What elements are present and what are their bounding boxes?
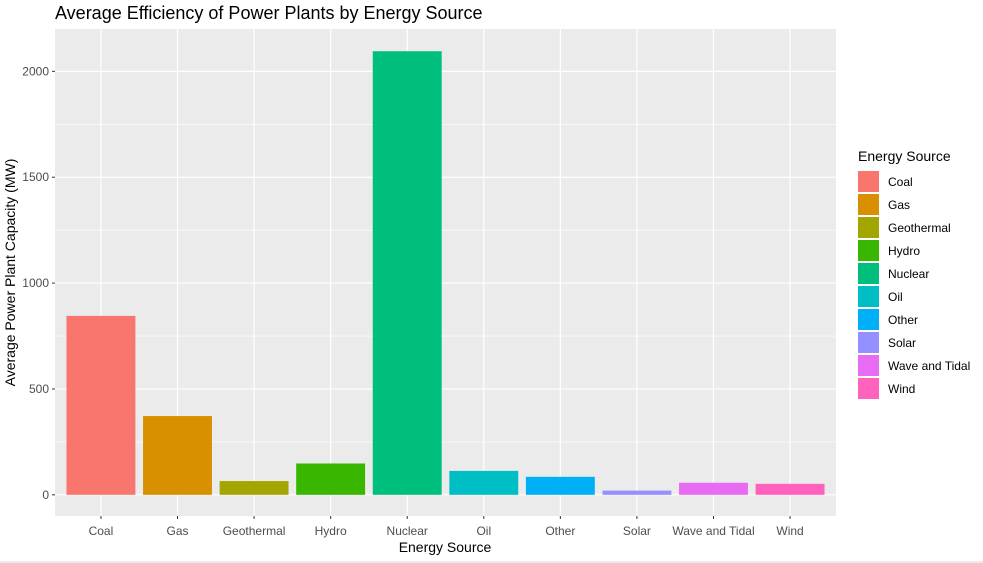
- x-tick-label: Nuclear: [387, 524, 428, 538]
- legend-label: Solar: [888, 336, 916, 350]
- bar-oil: [449, 470, 519, 495]
- x-tick-label: Wave and Tidal: [672, 524, 754, 538]
- x-tick-label: Other: [545, 524, 575, 538]
- legend-key: [858, 286, 879, 307]
- legend-label: Coal: [888, 175, 913, 189]
- x-axis-ticks: Coal Gas Geothermal Hydro Nuclear Oil Other Sol…: [89, 516, 804, 538]
- x-tick-label: Oil: [476, 524, 491, 538]
- legend: Energy Source Coal Gas Geothermal Hydro Nucl…: [858, 148, 970, 399]
- bar-gas: [143, 416, 212, 495]
- legend-title: Energy Source: [858, 148, 951, 164]
- legend-key: [858, 355, 879, 376]
- legend-key: [858, 217, 879, 238]
- y-tick-label: 2000: [22, 64, 49, 78]
- x-tick-label: Wind: [776, 524, 803, 538]
- legend-key: [858, 378, 879, 399]
- x-tick-label: Coal: [89, 524, 114, 538]
- y-tick-label: 500: [29, 382, 49, 396]
- legend-items: Coal Gas Geothermal Hydro Nuclear Oil Other Sol…: [858, 171, 970, 399]
- legend-key: [858, 194, 879, 215]
- legend-label: Gas: [888, 198, 910, 212]
- bar-coal: [66, 315, 136, 495]
- y-axis-title: Average Power Plant Capacity (MW): [2, 159, 18, 387]
- bar-other: [525, 476, 595, 495]
- x-tick-label: Geothermal: [223, 524, 286, 538]
- legend-key: [858, 263, 879, 284]
- legend-key: [858, 309, 879, 330]
- y-tick-label: 1000: [22, 276, 49, 290]
- legend-label: Other: [888, 313, 918, 327]
- bar-hydro: [296, 463, 366, 495]
- bars: [66, 51, 825, 495]
- bar-wind: [755, 483, 825, 495]
- x-tick-label: Gas: [167, 524, 189, 538]
- x-tick-label: Hydro: [315, 524, 347, 538]
- x-tick-label: Solar: [623, 524, 651, 538]
- bar-wave-and-tidal: [679, 482, 748, 495]
- y-axis-ticks: 0 500 1000 1500 2000: [22, 64, 55, 502]
- y-tick-label: 1500: [22, 170, 49, 184]
- legend-label: Oil: [888, 290, 903, 304]
- legend-label: Nuclear: [888, 267, 929, 281]
- bar-geothermal: [219, 481, 289, 495]
- legend-key: [858, 332, 879, 353]
- bar-nuclear: [372, 51, 442, 495]
- legend-key: [858, 171, 879, 192]
- legend-label: Wave and Tidal: [888, 359, 970, 373]
- x-axis-title: Energy Source: [399, 539, 492, 555]
- legend-label: Wind: [888, 382, 915, 396]
- chart-title: Average Efficiency of Power Plants by En…: [55, 3, 483, 23]
- legend-key: [858, 240, 879, 261]
- legend-label: Hydro: [888, 244, 920, 258]
- y-tick-label: 0: [42, 488, 49, 502]
- legend-label: Geothermal: [888, 221, 951, 235]
- bar-solar: [602, 490, 672, 495]
